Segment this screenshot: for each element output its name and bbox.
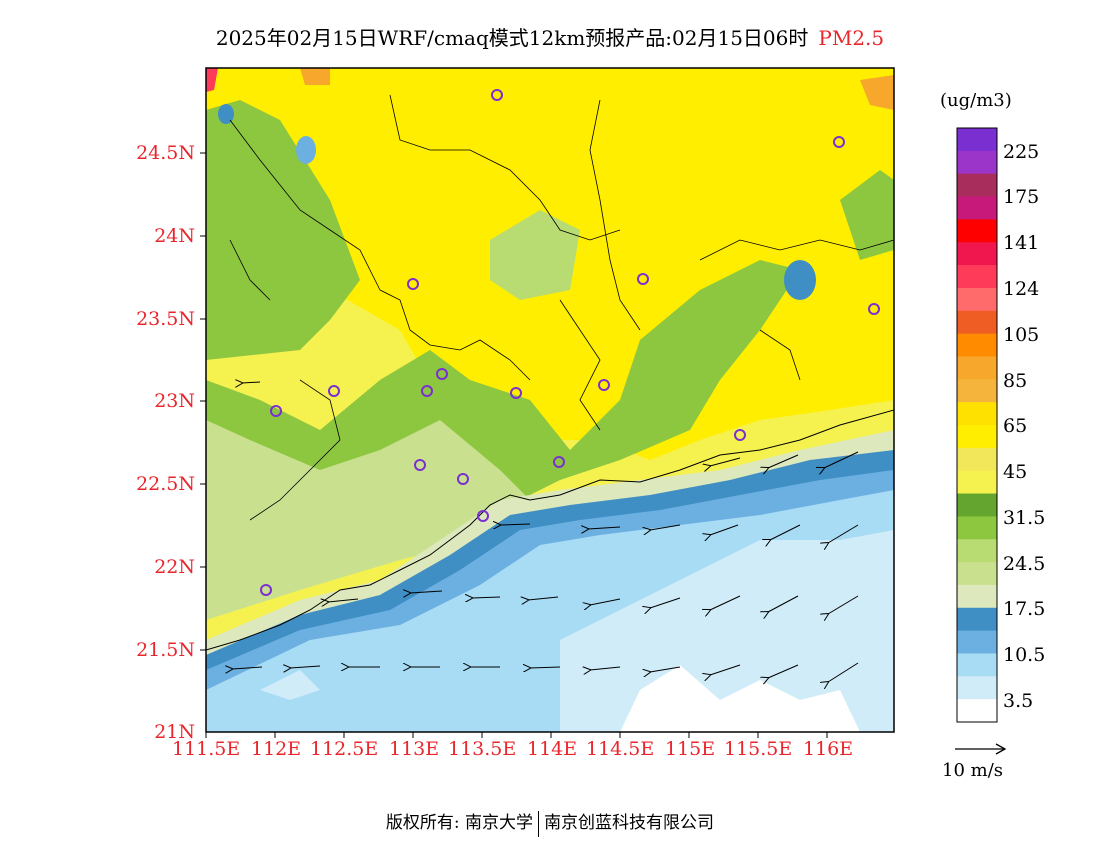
blue-patch-north xyxy=(296,136,316,164)
green-patch-north xyxy=(490,210,580,300)
colorbar-swatch xyxy=(957,310,997,335)
colorbar-swatch xyxy=(957,128,997,152)
colorbar-swatch xyxy=(957,699,997,723)
colorbar-unit: (ug/m3) xyxy=(940,90,1012,111)
lat-label-24n: 24N xyxy=(154,225,195,247)
colorbar-swatch xyxy=(957,219,997,243)
red-patch xyxy=(206,68,218,92)
colorbar-frame xyxy=(956,127,998,723)
lat-label-22n: 22N xyxy=(154,556,195,578)
colorbar-swatch xyxy=(957,196,997,220)
colorbar-swatch xyxy=(957,402,997,426)
lon-label-112.5e: 112.5E xyxy=(310,738,379,760)
lat-label-21n: 21N xyxy=(154,721,195,743)
variable-name: PM2.5 xyxy=(818,26,885,50)
colorbar-label-124: 124 xyxy=(1003,278,1040,300)
blue-patch-east xyxy=(784,260,816,300)
colorbar-label-3.5: 3.5 xyxy=(1003,690,1034,712)
colorbar-swatch xyxy=(957,607,997,632)
lat-label-21.5n: 21.5N xyxy=(136,639,195,661)
colorbar-label-175: 175 xyxy=(1003,186,1040,208)
copyright-footer: 版权所有: 南京大学 南京创蓝科技有限公司 xyxy=(0,808,1100,837)
colorbar-swatch xyxy=(957,333,997,357)
axis-ticks xyxy=(200,152,828,738)
sea-clean-air xyxy=(620,665,860,732)
colorbar-swatch xyxy=(957,584,997,609)
colorbar-label-45: 45 xyxy=(1003,461,1028,483)
colorbar-swatch xyxy=(957,493,997,517)
footer-right: 南京创蓝科技有限公司 xyxy=(544,813,715,833)
colorbar-swatch xyxy=(957,539,997,563)
lon-label-115.5e: 115.5E xyxy=(724,738,793,760)
colorbar-label-85: 85 xyxy=(1003,370,1028,392)
lat-label-23.5n: 23.5N xyxy=(136,308,195,330)
footer-left: 版权所有: 南京大学 xyxy=(385,813,534,833)
blue-patch-nw xyxy=(218,104,234,124)
colorbar-swatch xyxy=(957,562,997,586)
colorbar-label-24.5: 24.5 xyxy=(1003,553,1046,575)
colorbar-swatch xyxy=(957,676,997,700)
chart-title: 2025年02月15日WRF/cmaq模式12km预报产品:02月15日06时 P… xyxy=(0,22,1100,51)
colorbar-swatch xyxy=(957,242,997,266)
lon-label-112e: 112E xyxy=(251,738,302,760)
lat-label-24.5n: 24.5N xyxy=(136,142,195,164)
colorbar-swatch xyxy=(957,173,997,198)
wind-reference-label: 10 m/s xyxy=(942,760,1003,781)
colorbar-label-31.5: 31.5 xyxy=(1003,507,1046,529)
lon-label-113e: 113E xyxy=(389,738,440,760)
wind-reference-arrow xyxy=(955,743,1007,755)
lon-label-114.5e: 114.5E xyxy=(586,738,655,760)
map-frame xyxy=(205,67,895,733)
colorbar-swatch xyxy=(957,265,997,289)
province-border xyxy=(229,94,894,521)
pm25-field xyxy=(206,68,894,732)
colorbar-swatch xyxy=(957,150,997,175)
colorbar-label-225: 225 xyxy=(1003,141,1040,163)
colorbar-label-17.5: 17.5 xyxy=(1003,598,1046,620)
colorbar-label-10.5: 10.5 xyxy=(1003,644,1046,666)
orange-patch xyxy=(300,68,330,85)
lon-label-115e: 115E xyxy=(665,738,716,760)
colorbar-swatch xyxy=(957,447,997,472)
colorbar-swatch xyxy=(957,470,997,495)
colorbar-swatch xyxy=(957,379,997,403)
orange-patch-east xyxy=(860,75,894,110)
lat-label-23n: 23N xyxy=(154,390,195,412)
lat-label-22.5n: 22.5N xyxy=(136,473,195,495)
green-zone-west xyxy=(206,100,360,360)
title-text: 2025年02月15日WRF/cmaq模式12km预报产品:02月15日06时 xyxy=(215,26,809,50)
sea-pale-blue xyxy=(560,530,894,732)
lon-label-114e: 114E xyxy=(527,738,578,760)
colorbar-label-65: 65 xyxy=(1003,415,1028,437)
city-markers xyxy=(260,89,880,596)
colorbar-swatch xyxy=(957,425,997,449)
colorbar xyxy=(956,127,998,723)
lon-label-116e: 116E xyxy=(803,738,854,760)
colorbar-label-141: 141 xyxy=(1003,232,1040,254)
light-green-zone xyxy=(206,420,530,620)
colorbar-swatch xyxy=(957,516,997,540)
colorbar-label-105: 105 xyxy=(1003,324,1040,346)
lon-label-111.5e: 111.5E xyxy=(172,738,241,760)
colorbar-swatch xyxy=(957,287,997,312)
footer-divider xyxy=(538,810,540,837)
sea-pale-blue-west xyxy=(260,670,320,700)
colorbar-swatch xyxy=(957,356,997,380)
lon-label-113.5e: 113.5E xyxy=(448,738,517,760)
green-patch-east xyxy=(840,170,894,260)
colorbar-swatch xyxy=(957,630,997,654)
colorbar-swatch xyxy=(957,653,997,677)
wind-vectors xyxy=(232,382,859,682)
